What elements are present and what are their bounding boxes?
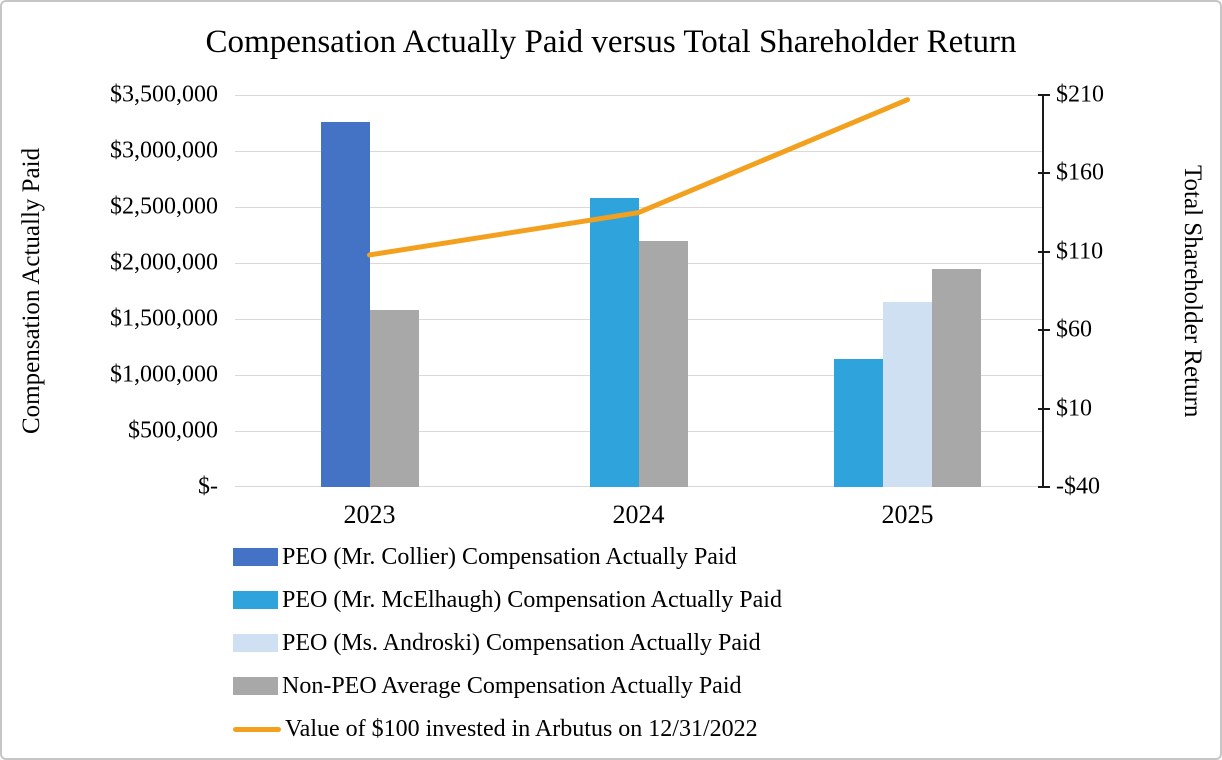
bar — [589, 198, 639, 487]
right-axis-title: Total Shareholder Return — [1179, 164, 1206, 418]
left-axis-tick-label: $2,500,000 — [110, 193, 218, 220]
right-axis-tick-mark — [1038, 486, 1050, 488]
bar — [369, 310, 419, 487]
legend-swatch — [233, 634, 278, 652]
right-axis-tick-label: -$40 — [1056, 473, 1100, 500]
legend-swatch — [233, 677, 278, 695]
legend-label: Value of $100 invested in Arbutus on 12/… — [285, 715, 758, 742]
gridline — [235, 207, 1042, 208]
right-axis-tick-label: $60 — [1056, 316, 1092, 343]
right-axis-tick-labels: $210 $160 $110 $60 $10 -$40 — [1056, 82, 1156, 500]
left-axis-tick-label: $- — [198, 473, 218, 500]
legend-item: PEO (Ms. Androski) Compensation Actually… — [233, 628, 782, 658]
x-axis-category-label: 2025 — [881, 500, 934, 529]
gridline — [235, 151, 1042, 152]
legend-swatch — [233, 591, 278, 609]
bar — [932, 268, 981, 487]
legend-swatch — [233, 548, 278, 566]
right-axis-tick-label: $210 — [1056, 81, 1104, 108]
tsr-line — [367, 97, 910, 258]
legend-item: Value of $100 invested in Arbutus on 12/… — [233, 714, 782, 744]
left-axis-tick-label: $1,500,000 — [110, 305, 218, 332]
right-axis-tick-mark — [1038, 94, 1050, 96]
legend-label: Non-PEO Average Compensation Actually Pa… — [282, 672, 742, 699]
legend-label: PEO (Ms. Androski) Compensation Actually… — [282, 629, 761, 656]
legend-item: Non-PEO Average Compensation Actually Pa… — [233, 671, 782, 701]
left-axis-tick-label: $500,000 — [128, 417, 218, 444]
left-axis-tick-label: $1,000,000 — [110, 361, 218, 388]
gridline — [235, 95, 1042, 96]
right-axis-tick-mark — [1038, 172, 1050, 175]
bar — [638, 240, 688, 487]
legend-label: PEO (Mr. McElhaugh) Compensation Actuall… — [282, 586, 782, 613]
chart-title: Compensation Actually Paid versus Total … — [205, 24, 1017, 60]
plot-area — [235, 95, 1042, 487]
legend-swatch — [233, 726, 281, 732]
left-axis-tick-label: $3,500,000 — [110, 81, 218, 108]
legend-item: PEO (Mr. McElhaugh) Compensation Actuall… — [233, 585, 782, 615]
right-axis-tick-mark — [1038, 407, 1050, 410]
legend-item: PEO (Mr. Collier) Compensation Actually … — [233, 542, 782, 572]
right-axis-tick-mark — [1038, 250, 1050, 253]
left-axis-tick-labels: $3,500,000 $3,000,000 $2,500,000 $2,000,000… — [2, 82, 224, 500]
bar — [320, 121, 370, 487]
x-axis-category-label: 2023 — [343, 500, 396, 529]
left-axis-tick-label: $2,000,000 — [110, 249, 218, 276]
right-axis-tick-label: $110 — [1056, 238, 1104, 265]
x-axis-labels: 2023 2024 2025 — [235, 500, 1042, 534]
right-axis-tick-label: $160 — [1056, 159, 1104, 186]
right-axis-tick-mark — [1038, 329, 1050, 332]
right-axis-tick-label: $10 — [1056, 395, 1092, 422]
tsr-line-chart — [367, 97, 910, 258]
left-axis-tick-label: $3,000,000 — [110, 137, 218, 164]
legend: PEO (Mr. Collier) Compensation Actually … — [233, 542, 782, 757]
legend-label: PEO (Mr. Collier) Compensation Actually … — [282, 543, 737, 570]
bar — [834, 359, 883, 487]
x-axis-category-label: 2024 — [612, 500, 665, 529]
right-axis-line — [1042, 94, 1044, 488]
bar — [883, 302, 932, 487]
